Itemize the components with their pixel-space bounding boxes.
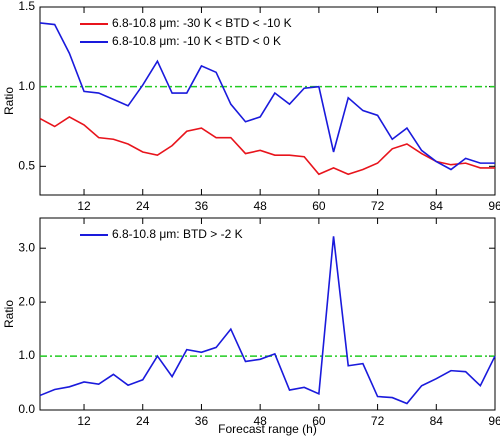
x-tick-label: 60 (312, 199, 326, 213)
y-tick-label: 3.0 (18, 240, 35, 254)
x-tick-label: 72 (371, 199, 385, 213)
y-tick-label: 0.5 (18, 158, 35, 172)
x-tick-label: 84 (430, 199, 444, 213)
data-line (39, 236, 496, 405)
x-tick-label: 60 (312, 414, 326, 428)
x-tick-label: 96 (488, 199, 500, 213)
plot-frame (39, 217, 496, 411)
x-tick-label: 96 (488, 414, 500, 428)
x-tick-label: 24 (136, 414, 150, 428)
y-tick-label: 1.0 (18, 79, 35, 93)
y-axis-label: Ratio (2, 87, 16, 115)
y-tick-label: 2.0 (18, 294, 35, 308)
x-tick-label: 36 (195, 199, 209, 213)
plot-frame (39, 6, 496, 196)
x-tick-label: 48 (253, 414, 267, 428)
y-tick-label: 1.0 (18, 348, 35, 362)
y-tick-label: 1.5 (18, 0, 35, 13)
x-tick-label: 24 (136, 199, 150, 213)
x-tick-label: 12 (77, 199, 91, 213)
y-tick-label: 0.0 (18, 402, 35, 416)
x-tick-label: 84 (430, 414, 444, 428)
x-tick-label: 72 (371, 414, 385, 428)
data-line (39, 116, 495, 176)
x-tick-label: 48 (253, 199, 267, 213)
y-axis-label: Ratio (2, 300, 16, 328)
x-tick-label: 12 (77, 414, 91, 428)
x-axis-label: Forecast range (h) (218, 422, 317, 436)
legend-label: 6.8-10.8 μm: -10 K < BTD < 0 K (112, 34, 281, 48)
data-line (39, 22, 495, 171)
legend-label: 6.8-10.8 μm: -30 K < BTD < -10 K (112, 16, 292, 30)
legend-label: 6.8-10.8 μm: BTD > -2 K (112, 227, 243, 241)
x-tick-label: 36 (195, 414, 209, 428)
